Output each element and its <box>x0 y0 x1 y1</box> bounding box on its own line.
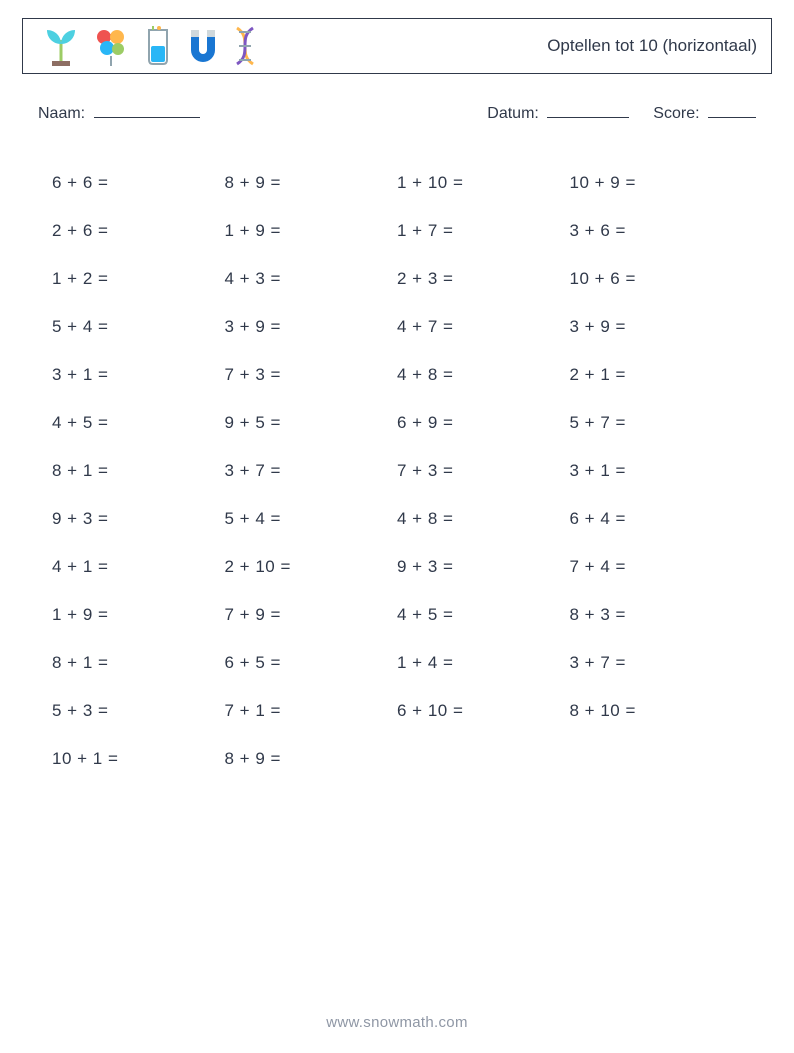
info-row: Naam: Datum: Score: <box>22 104 772 123</box>
problem-cell: 3 + 6 = <box>570 221 743 241</box>
problem-cell: 5 + 7 = <box>570 413 743 433</box>
problem-cell: 4 + 7 = <box>397 317 570 337</box>
problem-cell: 8 + 10 = <box>570 701 743 721</box>
date-blank[interactable] <box>547 104 629 118</box>
problem-cell: 10 + 6 = <box>570 269 743 289</box>
problem-cell: 3 + 9 = <box>570 317 743 337</box>
seedling-icon <box>43 26 79 66</box>
header-icons <box>33 26 257 66</box>
problem-cell: 1 + 7 = <box>397 221 570 241</box>
problem-row: 8 + 1 =6 + 5 =1 + 4 =3 + 7 = <box>52 639 742 687</box>
problem-cell: 1 + 2 = <box>52 269 225 289</box>
problem-cell: 6 + 5 = <box>225 653 398 673</box>
problem-cell: 8 + 9 = <box>225 749 398 769</box>
balloons-icon <box>93 26 129 66</box>
problem-cell: 7 + 4 = <box>570 557 743 577</box>
problem-cell: 6 + 9 = <box>397 413 570 433</box>
problem-row: 1 + 2 =4 + 3 =2 + 3 =10 + 6 = <box>52 255 742 303</box>
problem-row: 8 + 1 =3 + 7 =7 + 3 =3 + 1 = <box>52 447 742 495</box>
problem-cell: 2 + 10 = <box>225 557 398 577</box>
date-label: Datum: <box>487 105 539 122</box>
problem-row: 2 + 6 =1 + 9 =1 + 7 =3 + 6 = <box>52 207 742 255</box>
problem-cell: 7 + 9 = <box>225 605 398 625</box>
problem-cell: 2 + 3 = <box>397 269 570 289</box>
problem-cell: 3 + 7 = <box>225 461 398 481</box>
problem-row: 5 + 4 =3 + 9 =4 + 7 =3 + 9 = <box>52 303 742 351</box>
problem-row: 1 + 9 =7 + 9 =4 + 5 =8 + 3 = <box>52 591 742 639</box>
footer-url: www.snowmath.com <box>0 1014 794 1031</box>
problem-cell: 6 + 10 = <box>397 701 570 721</box>
name-blank[interactable] <box>94 104 200 118</box>
problem-cell: 1 + 10 = <box>397 173 570 193</box>
problem-cell: 4 + 8 = <box>397 365 570 385</box>
problem-cell: 8 + 3 = <box>570 605 743 625</box>
problem-cell: 9 + 5 = <box>225 413 398 433</box>
dna-icon <box>233 26 257 66</box>
problem-cell: 6 + 4 = <box>570 509 743 529</box>
problems-grid: 6 + 6 =8 + 9 =1 + 10 =10 + 9 =2 + 6 =1 +… <box>22 159 772 783</box>
problem-row: 4 + 1 =2 + 10 =9 + 3 =7 + 4 = <box>52 543 742 591</box>
problem-cell: 10 + 1 = <box>52 749 225 769</box>
problem-row: 10 + 1 =8 + 9 = <box>52 735 742 783</box>
problem-cell: 4 + 3 = <box>225 269 398 289</box>
beaker-icon <box>143 26 173 66</box>
problem-row: 5 + 3 =7 + 1 =6 + 10 =8 + 10 = <box>52 687 742 735</box>
problem-cell: 3 + 1 = <box>52 365 225 385</box>
problem-cell: 2 + 6 = <box>52 221 225 241</box>
problem-cell: 7 + 3 = <box>225 365 398 385</box>
problem-cell: 2 + 1 = <box>570 365 743 385</box>
problem-cell: 3 + 7 = <box>570 653 743 673</box>
score-label: Score: <box>653 105 699 122</box>
problem-cell: 4 + 5 = <box>52 413 225 433</box>
problem-cell: 7 + 3 = <box>397 461 570 481</box>
problem-cell: 9 + 3 = <box>397 557 570 577</box>
problem-cell: 1 + 4 = <box>397 653 570 673</box>
problem-row: 4 + 5 =9 + 5 =6 + 9 =5 + 7 = <box>52 399 742 447</box>
problem-cell: 8 + 9 = <box>225 173 398 193</box>
problem-cell: 8 + 1 = <box>52 653 225 673</box>
problem-cell: 9 + 3 = <box>52 509 225 529</box>
problem-cell: 1 + 9 = <box>52 605 225 625</box>
problem-cell: 4 + 5 = <box>397 605 570 625</box>
problem-row: 6 + 6 =8 + 9 =1 + 10 =10 + 9 = <box>52 159 742 207</box>
score-blank[interactable] <box>708 104 756 118</box>
problem-cell: 10 + 9 = <box>570 173 743 193</box>
problem-row: 9 + 3 =5 + 4 =4 + 8 =6 + 4 = <box>52 495 742 543</box>
header-box: Optellen tot 10 (horizontaal) <box>22 18 772 74</box>
problem-cell: 3 + 9 = <box>225 317 398 337</box>
problem-cell: 5 + 4 = <box>52 317 225 337</box>
problem-cell: 6 + 6 = <box>52 173 225 193</box>
magnet-icon <box>187 26 219 66</box>
problem-cell: 8 + 1 = <box>52 461 225 481</box>
problem-cell: 4 + 8 = <box>397 509 570 529</box>
worksheet-title: Optellen tot 10 (horizontaal) <box>547 36 761 56</box>
problem-cell: 1 + 9 = <box>225 221 398 241</box>
name-label: Naam: <box>38 105 85 122</box>
problem-cell: 5 + 4 = <box>225 509 398 529</box>
problem-cell: 7 + 1 = <box>225 701 398 721</box>
problem-row: 3 + 1 =7 + 3 =4 + 8 =2 + 1 = <box>52 351 742 399</box>
problem-cell: 5 + 3 = <box>52 701 225 721</box>
problem-cell: 4 + 1 = <box>52 557 225 577</box>
problem-cell: 3 + 1 = <box>570 461 743 481</box>
